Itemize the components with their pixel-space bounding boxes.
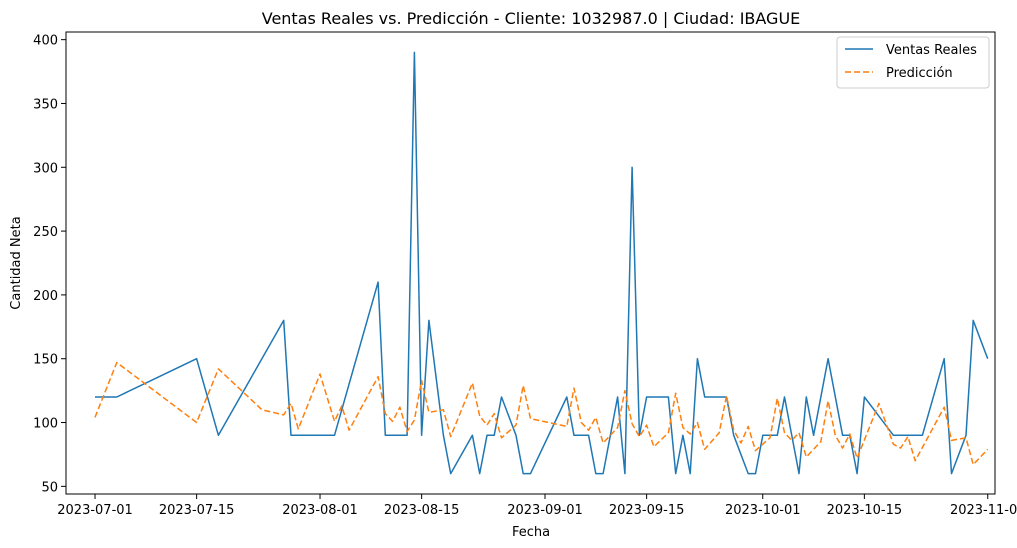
legend: Ventas Reales Predicción bbox=[836, 36, 990, 89]
x-tick-label: 2023-10-15 bbox=[827, 503, 903, 518]
chart-title: Ventas Reales vs. Predicción - Cliente: … bbox=[262, 9, 801, 28]
series-line-prediccion bbox=[94, 361, 989, 466]
plot-frame bbox=[65, 31, 996, 495]
y-axis-label: Cantidad Neta bbox=[9, 216, 24, 309]
y-axis: 50 100 150 200 250 300 350 400 bbox=[33, 34, 66, 495]
y-tick-label: 50 bbox=[41, 480, 58, 495]
x-tick-label: 2023-08-01 bbox=[282, 503, 358, 518]
y-tick-label: 350 bbox=[33, 97, 58, 112]
x-tick-label: 2023-11-01 bbox=[950, 503, 1017, 518]
series-line-ventas-reales bbox=[95, 51, 989, 475]
legend-box bbox=[836, 36, 990, 89]
x-axis-label: Fecha bbox=[512, 525, 550, 540]
x-tick-label: 2023-10-01 bbox=[725, 503, 801, 518]
y-tick-label: 400 bbox=[33, 34, 58, 49]
y-tick-label: 200 bbox=[33, 289, 58, 304]
legend-label-ventas-reales: Ventas Reales bbox=[886, 43, 977, 58]
y-tick-label: 300 bbox=[33, 161, 58, 176]
x-tick-label: 2023-09-01 bbox=[507, 503, 583, 518]
x-tick-label: 2023-08-15 bbox=[384, 503, 460, 518]
y-tick-label: 100 bbox=[33, 417, 58, 432]
x-tick-label: 2023-07-01 bbox=[57, 503, 133, 518]
x-tick-label: 2023-09-15 bbox=[609, 503, 685, 518]
x-tick-label: 2023-07-15 bbox=[159, 503, 235, 518]
y-tick-label: 250 bbox=[33, 225, 58, 240]
y-tick-label: 150 bbox=[33, 353, 58, 368]
legend-label-prediccion: Predicción bbox=[886, 66, 953, 81]
x-axis: 2023-07-01 2023-07-15 2023-08-01 2023-08-15… bbox=[57, 494, 1017, 518]
series-layer bbox=[94, 51, 989, 475]
